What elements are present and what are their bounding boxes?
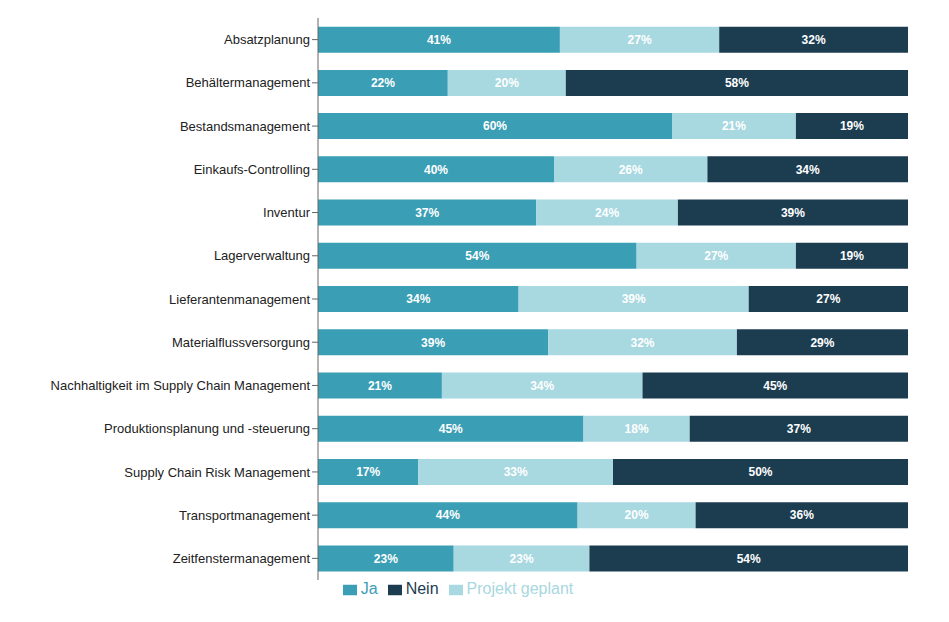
svg-text:60%: 60% bbox=[483, 119, 507, 133]
svg-text:23%: 23% bbox=[510, 552, 534, 566]
svg-text:Einkaufs-Controlling: Einkaufs-Controlling bbox=[194, 162, 310, 177]
svg-text:Behältermanagement: Behältermanagement bbox=[186, 75, 311, 90]
svg-text:Supply Chain Risk Management: Supply Chain Risk Management bbox=[124, 465, 310, 480]
svg-text:45%: 45% bbox=[439, 422, 463, 436]
svg-text:44%: 44% bbox=[436, 508, 460, 522]
svg-text:20%: 20% bbox=[495, 76, 519, 90]
svg-text:27%: 27% bbox=[816, 292, 840, 306]
svg-text:Produktionsplanung und -steuer: Produktionsplanung und -steuerung bbox=[104, 421, 310, 436]
svg-text:21%: 21% bbox=[722, 119, 746, 133]
svg-text:34%: 34% bbox=[796, 163, 820, 177]
svg-text:Absatzplanung: Absatzplanung bbox=[224, 32, 310, 47]
svg-text:26%: 26% bbox=[619, 163, 643, 177]
svg-text:27%: 27% bbox=[704, 249, 728, 263]
svg-text:Lieferantenmanagement: Lieferantenmanagement bbox=[169, 292, 310, 307]
html-text:Nein: Nein bbox=[405, 580, 439, 597]
svg-text:Inventur: Inventur bbox=[263, 205, 311, 220]
svg-text:29%: 29% bbox=[810, 336, 834, 350]
html-text:Ja: Ja bbox=[360, 580, 378, 597]
svg-text:Materialflussversorgung: Materialflussversorgung bbox=[172, 335, 310, 350]
svg-text:18%: 18% bbox=[625, 422, 649, 436]
svg-text:50%: 50% bbox=[748, 465, 772, 479]
svg-text:39%: 39% bbox=[781, 206, 805, 220]
svg-text:19%: 19% bbox=[840, 249, 864, 263]
svg-text:17%: 17% bbox=[356, 465, 380, 479]
svg-text:45%: 45% bbox=[763, 379, 787, 393]
svg-text:33%: 33% bbox=[504, 465, 528, 479]
svg-text:54%: 54% bbox=[465, 249, 489, 263]
svg-text:Zeitfenstermanagement: Zeitfenstermanagement bbox=[173, 551, 311, 566]
svg-text:40%: 40% bbox=[424, 163, 448, 177]
svg-text:Transportmanagement: Transportmanagement bbox=[179, 508, 310, 523]
html-text:Projekt geplant: Projekt geplant bbox=[466, 580, 574, 597]
svg-text:41%: 41% bbox=[427, 33, 451, 47]
svg-text:34%: 34% bbox=[406, 292, 430, 306]
svg-text:37%: 37% bbox=[787, 422, 811, 436]
svg-text:39%: 39% bbox=[622, 292, 646, 306]
svg-text:37%: 37% bbox=[415, 206, 439, 220]
svg-text:21%: 21% bbox=[368, 379, 392, 393]
svg-text:58%: 58% bbox=[725, 76, 749, 90]
svg-text:19%: 19% bbox=[840, 119, 864, 133]
svg-text:32%: 32% bbox=[802, 33, 826, 47]
svg-text:27%: 27% bbox=[628, 33, 652, 47]
svg-text:24%: 24% bbox=[595, 206, 619, 220]
svg-text:22%: 22% bbox=[371, 76, 395, 90]
svg-text:20%: 20% bbox=[625, 508, 649, 522]
svg-text:32%: 32% bbox=[630, 336, 654, 350]
svg-text:Lagerverwaltung: Lagerverwaltung bbox=[214, 248, 310, 263]
svg-text:54%: 54% bbox=[737, 552, 761, 566]
svg-text:36%: 36% bbox=[790, 508, 814, 522]
svg-text:39%: 39% bbox=[421, 336, 445, 350]
svg-text:Bestandsmanagement: Bestandsmanagement bbox=[180, 119, 310, 134]
svg-text:23%: 23% bbox=[374, 552, 398, 566]
svg-text:34%: 34% bbox=[530, 379, 554, 393]
svg-text:Nachhaltigkeit im Supply Chain: Nachhaltigkeit im Supply Chain Managemen… bbox=[51, 378, 311, 393]
